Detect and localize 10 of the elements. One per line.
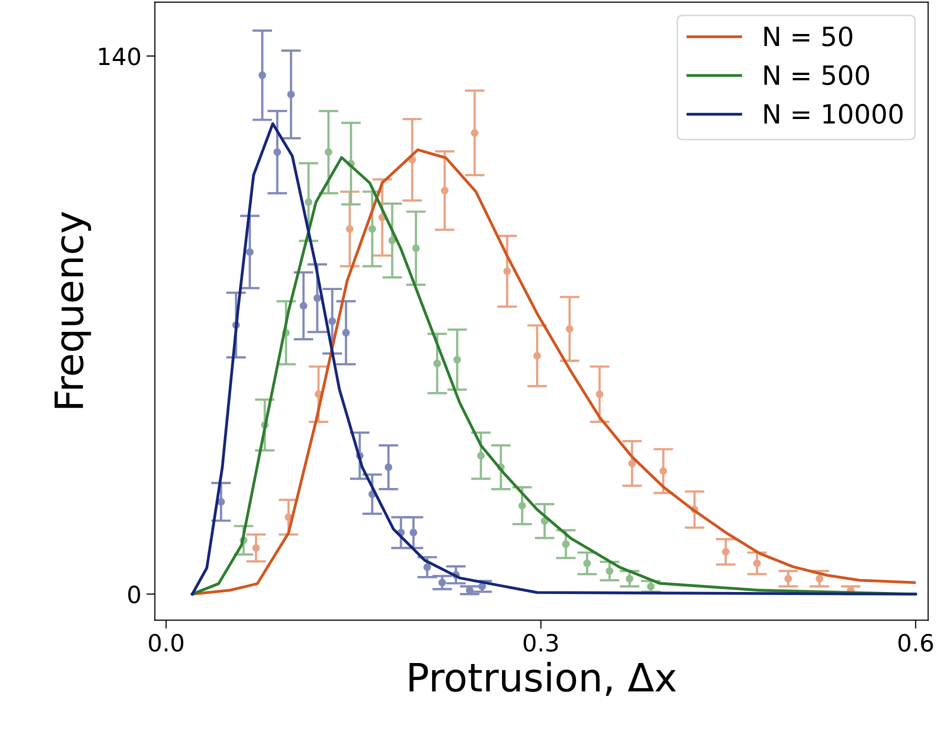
legend-label: N = 500 xyxy=(764,65,870,86)
x-tick-label: 0.0 xyxy=(148,634,184,652)
legend-label: N = 10000 xyxy=(764,104,903,124)
x-axis-title: Protrusion, Δx xyxy=(410,662,676,696)
y-axis-title: Frequency xyxy=(54,212,92,408)
x-tick-label: 0.6 xyxy=(898,634,933,652)
x-tick-label: 0.3 xyxy=(524,634,558,652)
legend-label: N = 50 xyxy=(764,26,852,46)
y-tick-label: 0 xyxy=(128,586,140,604)
y-tick-label: 140 xyxy=(99,47,140,66)
